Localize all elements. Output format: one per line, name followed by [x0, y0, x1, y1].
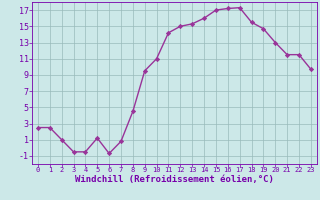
X-axis label: Windchill (Refroidissement éolien,°C): Windchill (Refroidissement éolien,°C): [75, 175, 274, 184]
